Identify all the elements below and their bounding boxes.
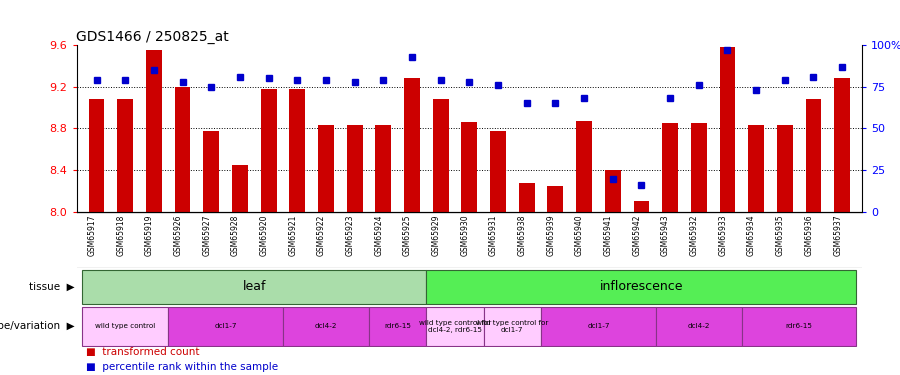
Text: ■  transformed count: ■ transformed count [86,346,199,357]
Bar [462,122,477,212]
Bar [541,307,656,346]
Text: wild type control: wild type control [95,323,156,329]
Bar [634,201,649,212]
Bar [89,99,104,212]
Text: GSM65943: GSM65943 [662,214,670,256]
Text: GSM65923: GSM65923 [346,214,355,256]
Text: GSM65920: GSM65920 [259,214,268,256]
Bar [427,307,483,346]
Bar [290,89,305,212]
Text: GSM65937: GSM65937 [833,214,842,256]
Text: GSM65927: GSM65927 [202,214,211,256]
Bar [691,123,707,212]
Bar [168,307,283,346]
Text: wild type control for
dcl1-7: wild type control for dcl1-7 [476,320,549,333]
Bar [518,183,535,212]
Bar [656,307,742,346]
Bar [283,307,369,346]
Bar [375,125,392,212]
Text: GSM65935: GSM65935 [776,214,785,256]
Text: dcl4-2: dcl4-2 [315,323,338,329]
Bar [82,307,168,346]
Text: GSM65930: GSM65930 [461,214,470,256]
Bar [261,89,276,212]
Text: GSM65933: GSM65933 [718,214,727,256]
Bar [576,121,592,212]
Text: GSM65922: GSM65922 [317,214,326,256]
Text: GSM65939: GSM65939 [546,214,555,256]
Bar [806,99,822,212]
Text: GSM65926: GSM65926 [174,214,183,256]
Text: GSM65942: GSM65942 [633,214,642,256]
Bar [483,307,541,346]
Bar [318,125,334,212]
Text: wild type control for
dcl4-2, rdr6-15: wild type control for dcl4-2, rdr6-15 [418,320,491,333]
Bar [232,165,248,212]
Bar [719,47,735,212]
Bar [369,307,427,346]
Text: GSM65921: GSM65921 [288,214,297,256]
Text: GSM65941: GSM65941 [604,214,613,256]
Text: GSM65934: GSM65934 [747,214,756,256]
Bar [146,50,162,212]
Bar [777,125,793,212]
Bar [117,99,133,212]
Bar [82,270,427,304]
Text: rdr6-15: rdr6-15 [384,323,411,329]
Bar [346,125,363,212]
Text: genotype/variation  ▶: genotype/variation ▶ [0,321,75,331]
Text: GSM65932: GSM65932 [689,214,698,256]
Text: dcl1-7: dcl1-7 [587,323,609,329]
Bar [742,307,857,346]
Text: dcl4-2: dcl4-2 [688,323,710,329]
Text: GSM65938: GSM65938 [518,214,526,256]
Text: ■  percentile rank within the sample: ■ percentile rank within the sample [86,362,277,372]
Text: GSM65931: GSM65931 [489,214,498,256]
Bar [547,186,563,212]
Bar [834,78,850,212]
Text: GSM65936: GSM65936 [805,214,814,256]
Text: GSM65924: GSM65924 [374,214,383,256]
Bar [427,270,857,304]
Text: GSM65929: GSM65929 [432,214,441,256]
Text: GSM65917: GSM65917 [87,214,96,256]
Text: GSM65918: GSM65918 [116,214,125,256]
Text: GSM65940: GSM65940 [575,214,584,256]
Bar [203,130,220,212]
Bar [605,170,621,212]
Text: GDS1466 / 250825_at: GDS1466 / 250825_at [76,30,230,44]
Bar [433,99,448,212]
Text: GSM65925: GSM65925 [403,214,412,256]
Text: leaf: leaf [242,280,266,293]
Bar [175,87,191,212]
Bar [662,123,678,212]
Bar [748,125,764,212]
Text: GSM65919: GSM65919 [145,214,154,256]
Text: dcl1-7: dcl1-7 [214,323,237,329]
Text: rdr6-15: rdr6-15 [786,323,813,329]
Bar [404,78,420,212]
Text: GSM65928: GSM65928 [231,214,240,256]
Text: inflorescence: inflorescence [599,280,683,293]
Text: tissue  ▶: tissue ▶ [29,282,75,292]
Bar [491,130,506,212]
